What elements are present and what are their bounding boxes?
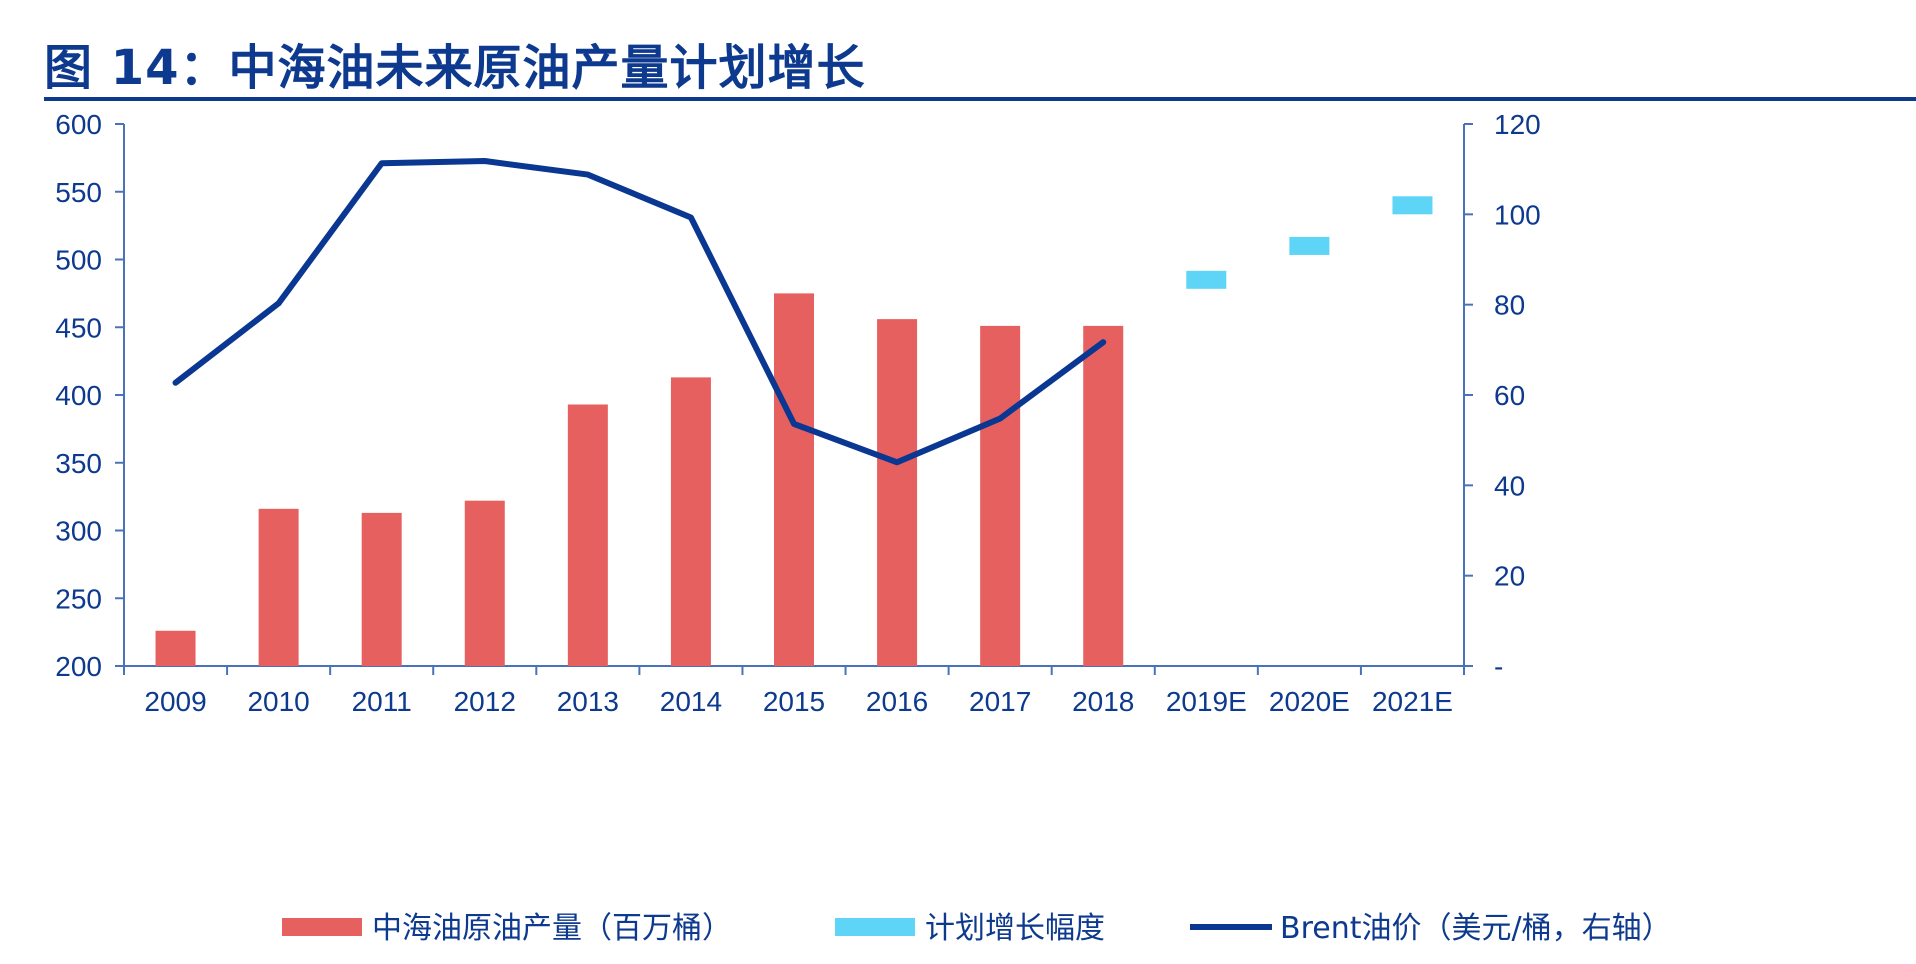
plan-marker (1186, 270, 1227, 289)
brent-price-line (172, 158, 1107, 466)
x-tick-label: 2010 (247, 686, 309, 717)
left-tick-label: 300 (55, 516, 102, 547)
legend-label: 计划增长幅度 (925, 911, 1105, 946)
x-tick-label: 2014 (660, 686, 722, 717)
chart-title: 图 14：中海油未来原油产量计划增长 (44, 40, 866, 96)
legend: 中海油原油产量（百万桶） 计划增长幅度 Brent油价（美元/桶，右轴） (282, 911, 1672, 946)
right-tick-labels: - 20 40 60 80 100 120 (1494, 109, 1541, 682)
production-bar (258, 508, 299, 666)
x-tick-label: 2017 (969, 686, 1031, 717)
left-tick-label: 250 (55, 583, 102, 614)
x-tick-label: 2019E (1166, 686, 1247, 717)
title-rule (44, 97, 1916, 101)
production-bars (155, 293, 1124, 666)
left-tick-label: 350 (55, 448, 102, 479)
right-tick-label: 40 (1494, 470, 1525, 501)
production-bar (567, 404, 608, 666)
plan-marker (1392, 196, 1433, 215)
legend-label: Brent油价（美元/桶，右轴） (1280, 911, 1672, 946)
x-tick-label: 2018 (1072, 686, 1134, 717)
right-tick-label: 20 (1494, 561, 1525, 592)
left-tick-label: 400 (55, 380, 102, 411)
legend-swatch (835, 918, 915, 936)
plan-marker (1289, 236, 1330, 255)
x-tick-labels: 2009 2010 2011 2012 2013 2014 2015 2016 2017 2018… (144, 686, 1453, 717)
left-tick-label: 450 (55, 312, 102, 343)
plan-markers (1186, 196, 1433, 289)
legend-swatch (282, 918, 362, 936)
legend-label: 中海油原油产量（百万桶） (372, 911, 732, 946)
right-tick-label: 120 (1494, 109, 1541, 140)
right-tick-label: 100 (1494, 199, 1541, 230)
brent-line-group (172, 158, 1107, 466)
x-tick-label: 2016 (866, 686, 928, 717)
right-tick-label: 80 (1494, 290, 1525, 321)
x-tick-label: 2009 (144, 686, 206, 717)
x-tick-label: 2021E (1372, 686, 1453, 717)
left-tick-label: 500 (55, 245, 102, 276)
x-tick-label: 2012 (454, 686, 516, 717)
production-bar (774, 293, 814, 666)
production-bar (155, 630, 196, 666)
production-bar (980, 325, 1021, 666)
right-tick-label: - (1494, 651, 1503, 682)
production-bar (670, 377, 711, 666)
right-tick-label: 60 (1494, 380, 1525, 411)
x-tick-label: 2015 (763, 686, 825, 717)
production-bar (1083, 325, 1124, 666)
left-tick-labels: 200 250 300 350 400 450 500 550 600 (55, 109, 102, 682)
left-tick-label: 550 (55, 177, 102, 208)
x-tick-label: 2020E (1269, 686, 1350, 717)
x-tick-label: 2011 (352, 686, 412, 717)
production-bar (877, 319, 918, 666)
production-bar (464, 500, 505, 666)
left-tick-label: 200 (55, 651, 102, 682)
x-tick-label: 2013 (557, 686, 619, 717)
left-tick-label: 600 (55, 109, 102, 140)
production-bar (361, 512, 402, 666)
